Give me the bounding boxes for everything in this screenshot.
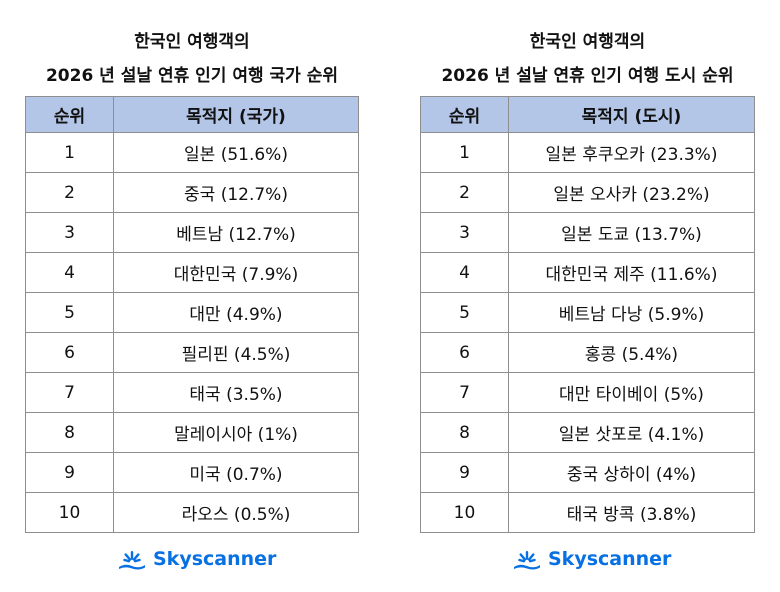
rank-cell: 2 (25, 172, 114, 213)
country-title-line1: 한국인 여행객의 (134, 32, 250, 52)
destination-cell: 베트남 (12.7%) (113, 212, 359, 253)
destination-cell: 중국 (12.7%) (113, 172, 359, 213)
rank-cell: 10 (25, 492, 114, 533)
destination-cell: 태국 방콕 (3.8%) (508, 492, 755, 533)
rank-cell: 3 (25, 212, 114, 253)
destination-cell: 대만 (4.9%) (113, 292, 359, 333)
city-title-line1: 한국인 여행객의 (529, 32, 646, 52)
table-row: 10 라오스 (0.5%) (25, 492, 359, 533)
country-ranking-table: 순위 목적지 (국가) 1 일본 (51.6%) 2 중국 (12.7%) 3 베트남 (… (25, 96, 359, 533)
destination-cell: 대한민국 (7.9%) (113, 252, 359, 293)
table-row: 6 홍콩 (5.4%) (420, 332, 755, 373)
table-row: 5 베트남 다낭 (5.9%) (420, 292, 755, 333)
city-title-line2: 2026 년 설날 연휴 인기 여행 도시 순위 (441, 66, 734, 86)
rank-cell: 8 (25, 412, 114, 453)
rank-cell: 1 (25, 132, 114, 173)
rank-cell: 8 (420, 412, 509, 453)
table-row: 4 대한민국 (7.9%) (25, 252, 359, 293)
table-row: 4 대한민국 제주 (11.6%) (420, 252, 755, 293)
header-rank: 순위 (420, 96, 509, 133)
rank-cell: 4 (420, 252, 509, 293)
table-header-row: 순위 목적지 (도시) (420, 96, 755, 133)
rank-cell: 7 (420, 372, 509, 413)
skyscanner-logo: Skyscanner (117, 548, 276, 570)
destination-cell: 홍콩 (5.4%) (508, 332, 755, 373)
rank-cell: 5 (25, 292, 114, 333)
destination-cell: 일본 (51.6%) (113, 132, 359, 173)
table-row: 9 미국 (0.7%) (25, 452, 359, 493)
rank-cell: 4 (25, 252, 114, 293)
skyscanner-sunburst-icon (119, 551, 145, 570)
city-ranking-table: 순위 목적지 (도시) 1 일본 후쿠오카 (23.3%) 2 일본 오사카 (23.… (420, 96, 755, 533)
header-destination: 목적지 (국가) (113, 96, 359, 133)
rank-cell: 9 (25, 452, 114, 493)
destination-cell: 일본 오사카 (23.2%) (508, 172, 755, 213)
destination-cell: 일본 도쿄 (13.7%) (508, 212, 755, 253)
table-row: 2 중국 (12.7%) (25, 172, 359, 213)
destination-cell: 대한민국 제주 (11.6%) (508, 252, 755, 293)
destination-cell: 라오스 (0.5%) (113, 492, 359, 533)
destination-cell: 베트남 다낭 (5.9%) (508, 292, 755, 333)
table-row: 1 일본 (51.6%) (25, 132, 359, 173)
country-title-line2: 2026 년 설날 연휴 인기 여행 국가 순위 (45, 66, 339, 86)
table-row: 1 일본 후쿠오카 (23.3%) (420, 132, 755, 173)
table-row: 7 대만 타이베이 (5%) (420, 372, 755, 413)
table-header-row: 순위 목적지 (국가) (25, 96, 359, 133)
destination-cell: 필리핀 (4.5%) (113, 332, 359, 373)
header-destination: 목적지 (도시) (508, 96, 755, 133)
country-table-body: 1 일본 (51.6%) 2 중국 (12.7%) 3 베트남 (12.7%) 4 대한민국 … (25, 132, 359, 533)
table-row: 10 태국 방콕 (3.8%) (420, 492, 755, 533)
destination-cell: 일본 후쿠오카 (23.3%) (508, 132, 755, 173)
rank-cell: 1 (420, 132, 509, 173)
skyscanner-wordmark: Skyscanner (548, 548, 672, 570)
destination-cell: 말레이시아 (1%) (113, 412, 359, 453)
rank-cell: 2 (420, 172, 509, 213)
rank-cell: 9 (420, 452, 509, 493)
table-row: 2 일본 오사카 (23.2%) (420, 172, 755, 213)
table-row: 3 베트남 (12.7%) (25, 212, 359, 253)
table-row: 8 일본 삿포로 (4.1%) (420, 412, 755, 453)
table-row: 9 중국 상하이 (4%) (420, 452, 755, 493)
rank-cell: 10 (420, 492, 509, 533)
table-row: 3 일본 도쿄 (13.7%) (420, 212, 755, 253)
skyscanner-logo: Skyscanner (512, 548, 671, 570)
table-row: 5 대만 (4.9%) (25, 292, 359, 333)
destination-cell: 대만 타이베이 (5%) (508, 372, 755, 413)
rank-cell: 5 (420, 292, 509, 333)
destination-cell: 중국 상하이 (4%) (508, 452, 755, 493)
rank-cell: 6 (25, 332, 114, 373)
destination-cell: 태국 (3.5%) (113, 372, 359, 413)
skyscanner-sunburst-icon (514, 551, 540, 570)
table-row: 6 필리핀 (4.5%) (25, 332, 359, 373)
rank-cell: 6 (420, 332, 509, 373)
table-row: 8 말레이시아 (1%) (25, 412, 359, 453)
table-row: 7 태국 (3.5%) (25, 372, 359, 413)
city-table-body: 1 일본 후쿠오카 (23.3%) 2 일본 오사카 (23.2%) 3 일본 도쿄 (1… (420, 132, 755, 533)
destination-cell: 미국 (0.7%) (113, 452, 359, 493)
rank-cell: 7 (25, 372, 114, 413)
destination-cell: 일본 삿포로 (4.1%) (508, 412, 755, 453)
skyscanner-wordmark: Skyscanner (153, 548, 277, 570)
rank-cell: 3 (420, 212, 509, 253)
header-rank: 순위 (25, 96, 114, 133)
